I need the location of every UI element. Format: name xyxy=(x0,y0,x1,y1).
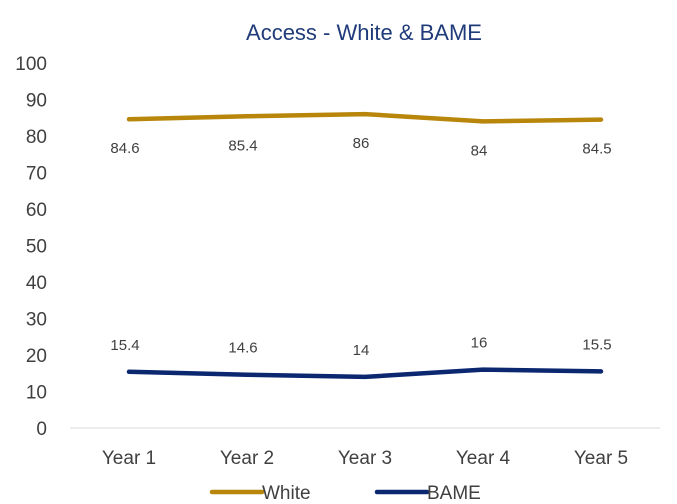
y-tick-label: 90 xyxy=(26,91,47,112)
legend-label-white: White xyxy=(262,483,311,504)
x-tick-label: Year 4 xyxy=(456,448,511,469)
y-tick-label: 0 xyxy=(36,419,47,440)
data-labels: 84.6 85.4 86 84 84.5 15.4 14.6 14 16 15.5 xyxy=(110,135,611,359)
data-label: 14 xyxy=(353,342,370,359)
data-label: 84.6 xyxy=(110,140,139,157)
y-tick-label: 50 xyxy=(26,237,47,258)
y-axis: 0 10 20 30 40 50 60 70 80 90 100 xyxy=(15,54,47,440)
x-tick-label: Year 3 xyxy=(338,448,392,469)
chart-title: Access - White & BAME xyxy=(246,20,482,45)
data-label: 85.4 xyxy=(228,137,257,154)
y-tick-label: 30 xyxy=(26,310,47,331)
y-tick-label: 80 xyxy=(26,127,47,148)
x-axis: Year 1 Year 2 Year 3 Year 4 Year 5 xyxy=(102,448,628,469)
data-label: 14.6 xyxy=(228,340,257,357)
data-label: 15.4 xyxy=(110,337,139,354)
y-tick-label: 10 xyxy=(26,383,47,404)
legend: White BAME xyxy=(209,483,481,504)
data-label: 84.5 xyxy=(582,141,611,158)
data-label: 84 xyxy=(471,142,488,159)
y-tick-label: 70 xyxy=(26,164,47,185)
data-label: 86 xyxy=(353,135,370,152)
data-label: 15.5 xyxy=(582,336,611,353)
series-lines xyxy=(126,111,604,380)
data-label: 16 xyxy=(471,335,488,352)
y-tick-label: 20 xyxy=(26,346,47,367)
x-tick-label: Year 5 xyxy=(574,448,628,469)
x-tick-label: Year 2 xyxy=(220,448,274,469)
y-tick-label: 100 xyxy=(15,54,47,75)
y-tick-label: 40 xyxy=(26,273,47,294)
y-tick-label: 60 xyxy=(26,200,47,221)
series-line-white xyxy=(126,111,604,124)
x-tick-label: Year 1 xyxy=(102,448,156,469)
legend-label-bame: BAME xyxy=(427,483,481,504)
series-line-bame xyxy=(126,367,604,380)
